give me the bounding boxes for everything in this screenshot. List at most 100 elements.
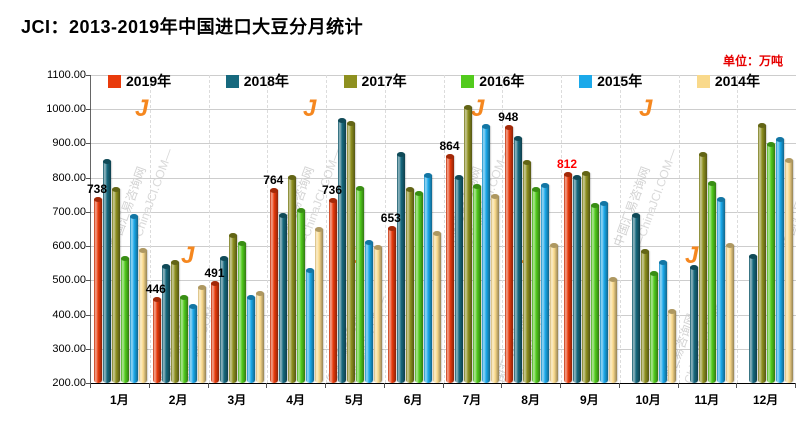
bar-cap — [337, 117, 346, 123]
bar-cap — [346, 121, 355, 127]
y-tick — [86, 109, 91, 111]
bar-cap — [373, 245, 382, 251]
data-labels-layer: 738 446 491 764 736 653 864 948 812 — [87, 75, 796, 383]
data-label-491: 491 — [204, 266, 225, 281]
y-tick — [86, 211, 91, 213]
month-separator — [619, 75, 621, 383]
bar-group-1月 — [91, 75, 150, 383]
bar-group-10月 — [620, 75, 679, 383]
bar-cap — [581, 171, 590, 177]
x-tick — [442, 383, 444, 388]
bar-cap — [523, 160, 532, 166]
bar-cap — [229, 232, 238, 238]
y-tick-label: 600.00 — [52, 240, 86, 253]
y-tick-label: 200.00 — [52, 377, 86, 389]
bar-cap — [785, 157, 794, 163]
bar-2014年-6月 — [432, 230, 441, 383]
watermark-j-logo: J — [135, 95, 149, 122]
data-label-736: 736 — [321, 182, 343, 197]
month-separator — [678, 75, 680, 383]
legend-item-2017年: 2017年 — [343, 71, 407, 91]
y-tick-label: 400.00 — [52, 308, 86, 321]
legend-swatch — [225, 74, 239, 88]
legend-label: 2014年 — [714, 73, 760, 89]
bar-cap — [270, 188, 279, 193]
bar-cap — [514, 136, 523, 142]
bar-cap — [563, 171, 572, 177]
bar-2018年-11月 — [690, 265, 699, 383]
bar-2015年-3月 — [247, 295, 256, 383]
bar-group-7月 — [444, 75, 503, 383]
bar-group-8月 — [502, 75, 561, 383]
x-tick-label: 4月 — [286, 393, 305, 407]
bar-cap — [550, 243, 559, 249]
x-tick — [148, 383, 150, 388]
bar-2014年-7月 — [491, 193, 500, 383]
x-tick-label: 5月 — [345, 393, 364, 407]
bar-group-6月 — [385, 75, 444, 383]
bar-2014年-5月 — [373, 245, 382, 383]
bar-2015年-2月 — [188, 303, 197, 383]
bars-layer — [91, 75, 796, 383]
x-tick-label: 10月 — [635, 393, 661, 407]
bar-2017年-6月 — [405, 186, 414, 383]
bar-2014年-10月 — [667, 309, 676, 383]
y-tick — [86, 280, 91, 282]
bar-cap — [446, 153, 455, 159]
y-tick — [86, 314, 91, 316]
plot-area: 中国汇易咨询网—ChinaJCI.COM—J中国汇易咨询网—ChinaJCI.C… — [86, 75, 796, 384]
bar-2014年-1月 — [138, 247, 147, 383]
bar-group-12月 — [737, 75, 796, 383]
bar-cap — [631, 212, 640, 218]
bar-2018年-2月 — [161, 264, 170, 383]
bar-2019年-7月 — [446, 153, 455, 383]
bar-2017年-7月 — [464, 104, 473, 383]
x-tick — [795, 383, 796, 388]
bar-cap — [120, 255, 129, 261]
bar-2019年-9月 — [563, 171, 572, 383]
legend-label: 2018年 — [243, 73, 289, 89]
bar-2014年-2月 — [197, 284, 206, 383]
bar-cap — [541, 183, 550, 189]
x-tick — [677, 383, 679, 388]
bar-cap — [749, 253, 758, 259]
bar-cap — [152, 296, 161, 302]
bar-2018年-5月 — [337, 117, 346, 383]
chart-title: JCI：2013-2019年中国进口大豆分月统计 — [21, 17, 364, 37]
bar-2017年-5月 — [346, 121, 355, 383]
bar-2016年-11月 — [708, 181, 717, 383]
bar-2016年-10月 — [649, 271, 658, 383]
bar-cap — [93, 196, 102, 202]
x-tick — [383, 383, 385, 388]
bar-2018年-3月 — [220, 255, 229, 383]
bar-cap — [396, 151, 405, 157]
month-separator — [443, 75, 445, 383]
bar-cap — [658, 260, 667, 266]
bar-cap — [355, 186, 364, 192]
bar-cap — [138, 247, 147, 253]
watermark-j-logo: J — [639, 95, 653, 122]
month-separator — [561, 75, 562, 383]
bar-cap — [767, 141, 776, 147]
x-tick — [618, 383, 620, 388]
bar-cap — [179, 295, 188, 301]
x-tick — [90, 383, 91, 388]
legend-item-2014年: 2014年 — [696, 71, 760, 91]
bar-2017年-9月 — [581, 171, 590, 383]
bar-2015年-8月 — [541, 183, 550, 383]
bar-2017年-10月 — [640, 248, 649, 383]
bar-2017年-12月 — [758, 122, 767, 383]
bar-cap — [590, 202, 599, 208]
bar-cap — [717, 196, 726, 202]
bar-2018年-8月 — [514, 136, 523, 383]
bar-2019年-8月 — [505, 125, 514, 383]
bar-2016年-1月 — [120, 255, 129, 383]
month-separator — [502, 75, 504, 383]
bar-2017年-8月 — [523, 160, 532, 383]
month-separator — [208, 75, 210, 383]
bar-cap — [482, 124, 491, 130]
bar-2018年-7月 — [455, 175, 464, 383]
bar-2015年-11月 — [717, 196, 726, 383]
y-tick — [86, 246, 91, 248]
y-tick-label: 1100.00 — [47, 69, 86, 81]
